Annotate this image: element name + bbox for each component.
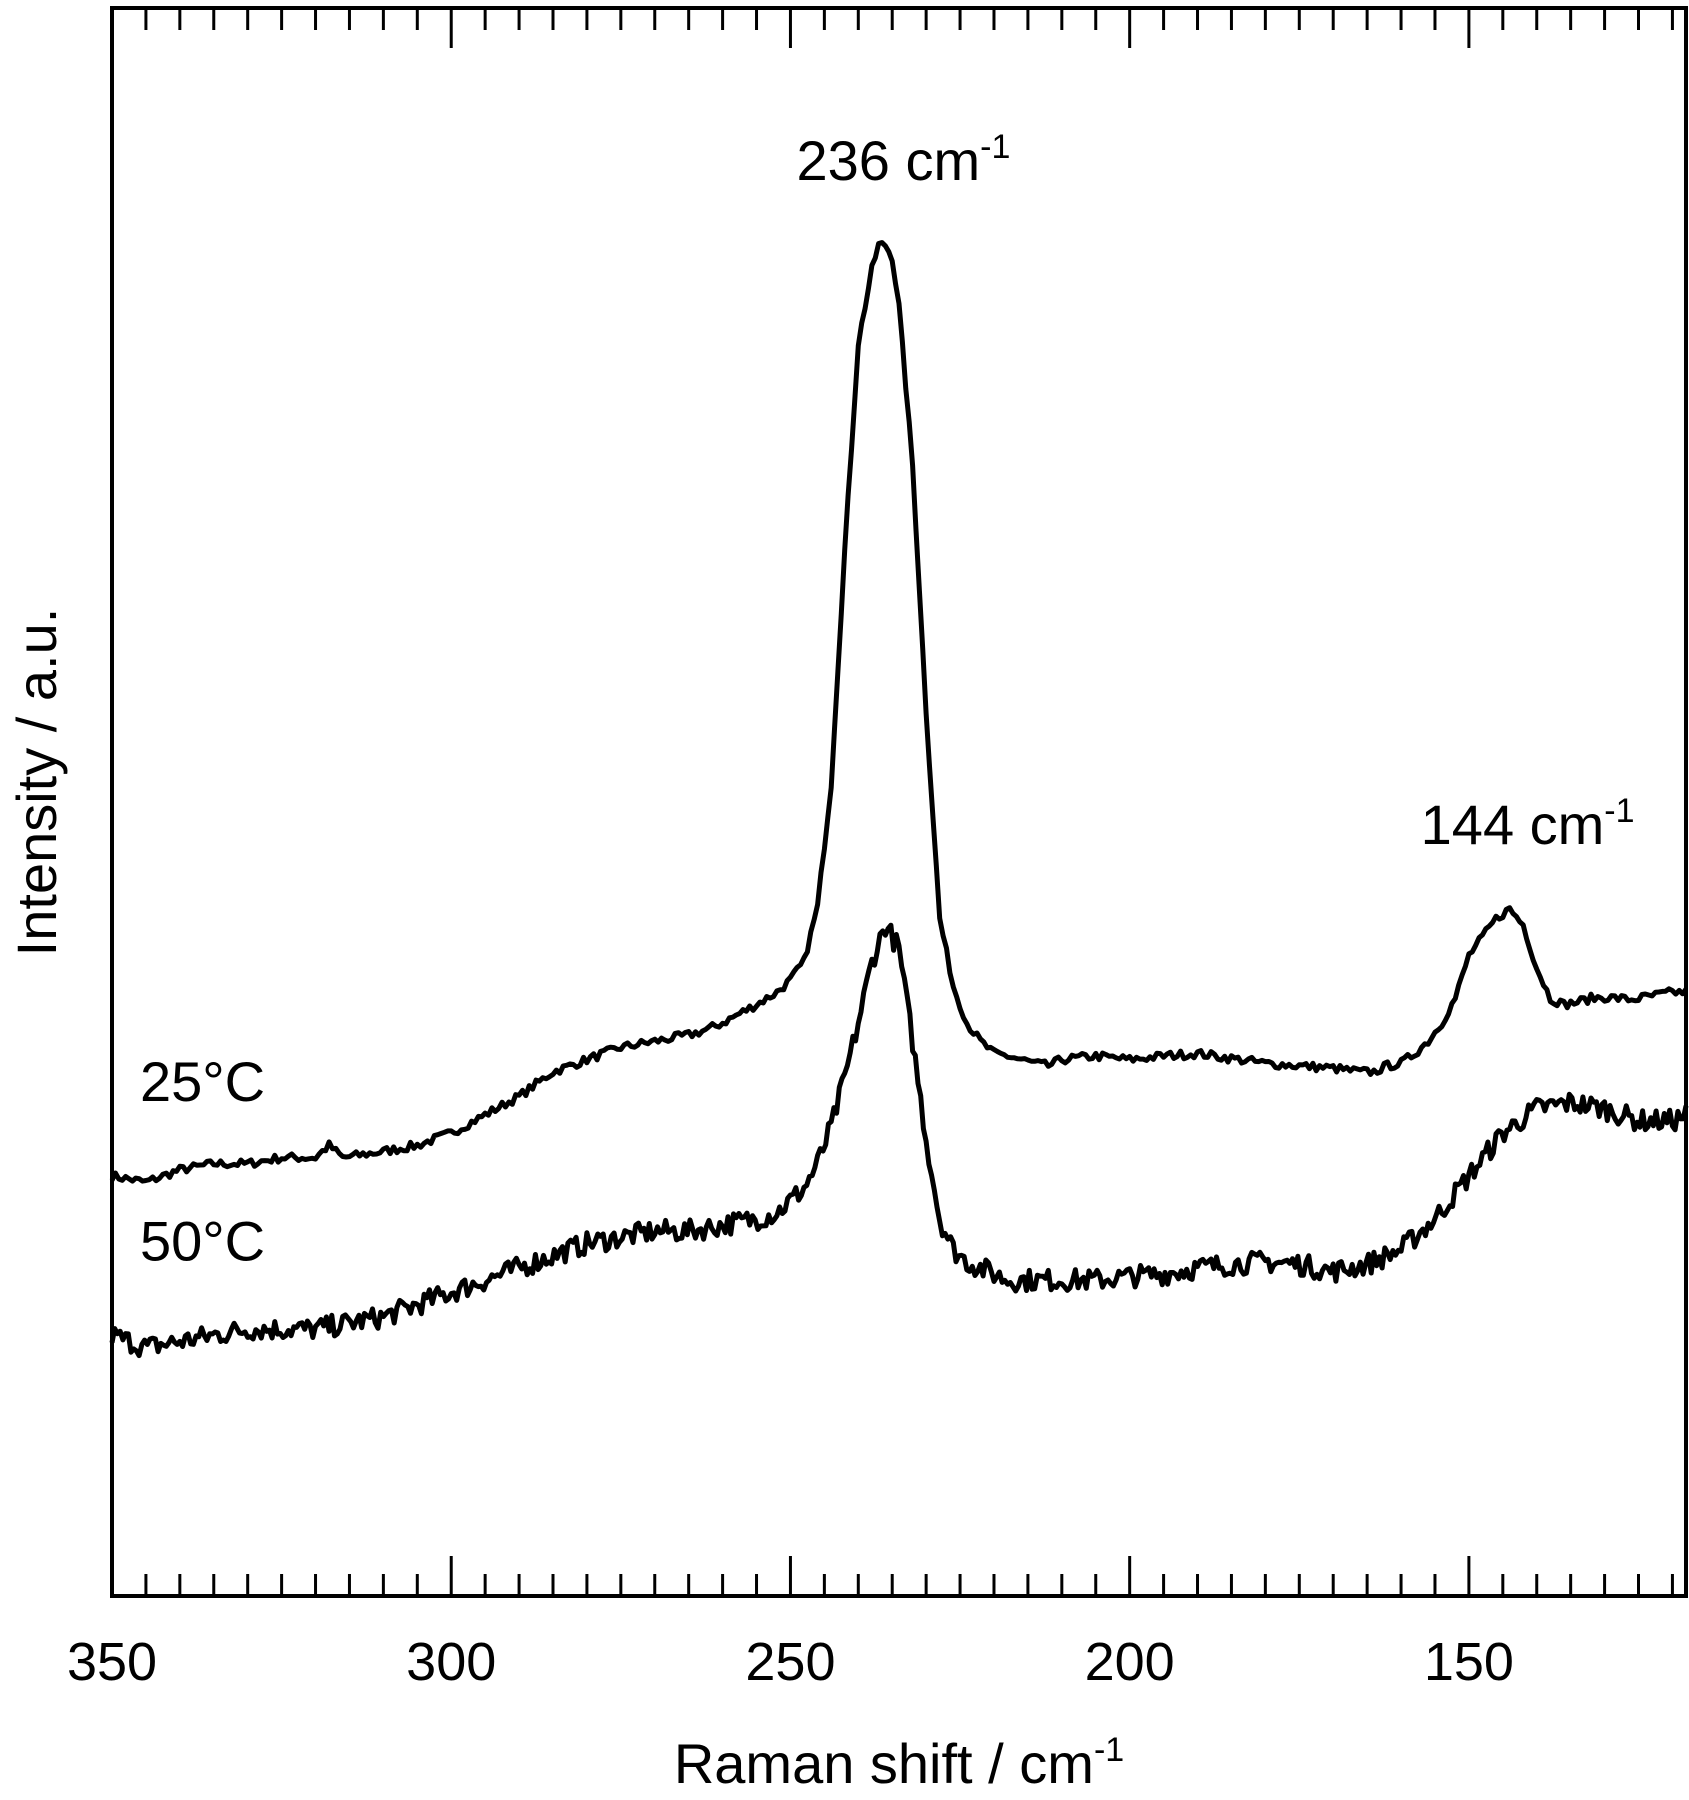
peak-annotations: 236 cm-1 144 cm-1 [796, 128, 1634, 856]
x-tick-label-300: 300 [406, 1632, 496, 1692]
peak-annotation-2: 144 cm-1 [1421, 792, 1635, 856]
x-tick-labels: 350 300 250 200 150 [67, 1632, 1514, 1692]
x-axis-ticks [110, 8, 1674, 1596]
series-label-1: 25°C [140, 1050, 265, 1113]
x-axis-label: Raman shift / cm-1 [674, 1731, 1124, 1795]
y-axis-label: Intensity / a.u. [5, 608, 68, 957]
x-tick-label-250: 250 [745, 1632, 835, 1692]
peak-annotation-1: 236 cm-1 [796, 128, 1010, 192]
series-line-2 [109, 922, 1689, 1359]
x-tick-label-200: 200 [1085, 1632, 1175, 1692]
series-label-2: 50°C [140, 1209, 265, 1272]
series-layer [109, 240, 1689, 1359]
x-tick-label-150: 150 [1424, 1632, 1514, 1692]
series-labels: 25°C 50°C [140, 1050, 265, 1272]
series-line-1 [109, 240, 1689, 1184]
x-tick-label-350: 350 [67, 1632, 157, 1692]
x-axis-label-superscript: -1 [1094, 1731, 1124, 1769]
plot-frame [110, 6, 1688, 1598]
